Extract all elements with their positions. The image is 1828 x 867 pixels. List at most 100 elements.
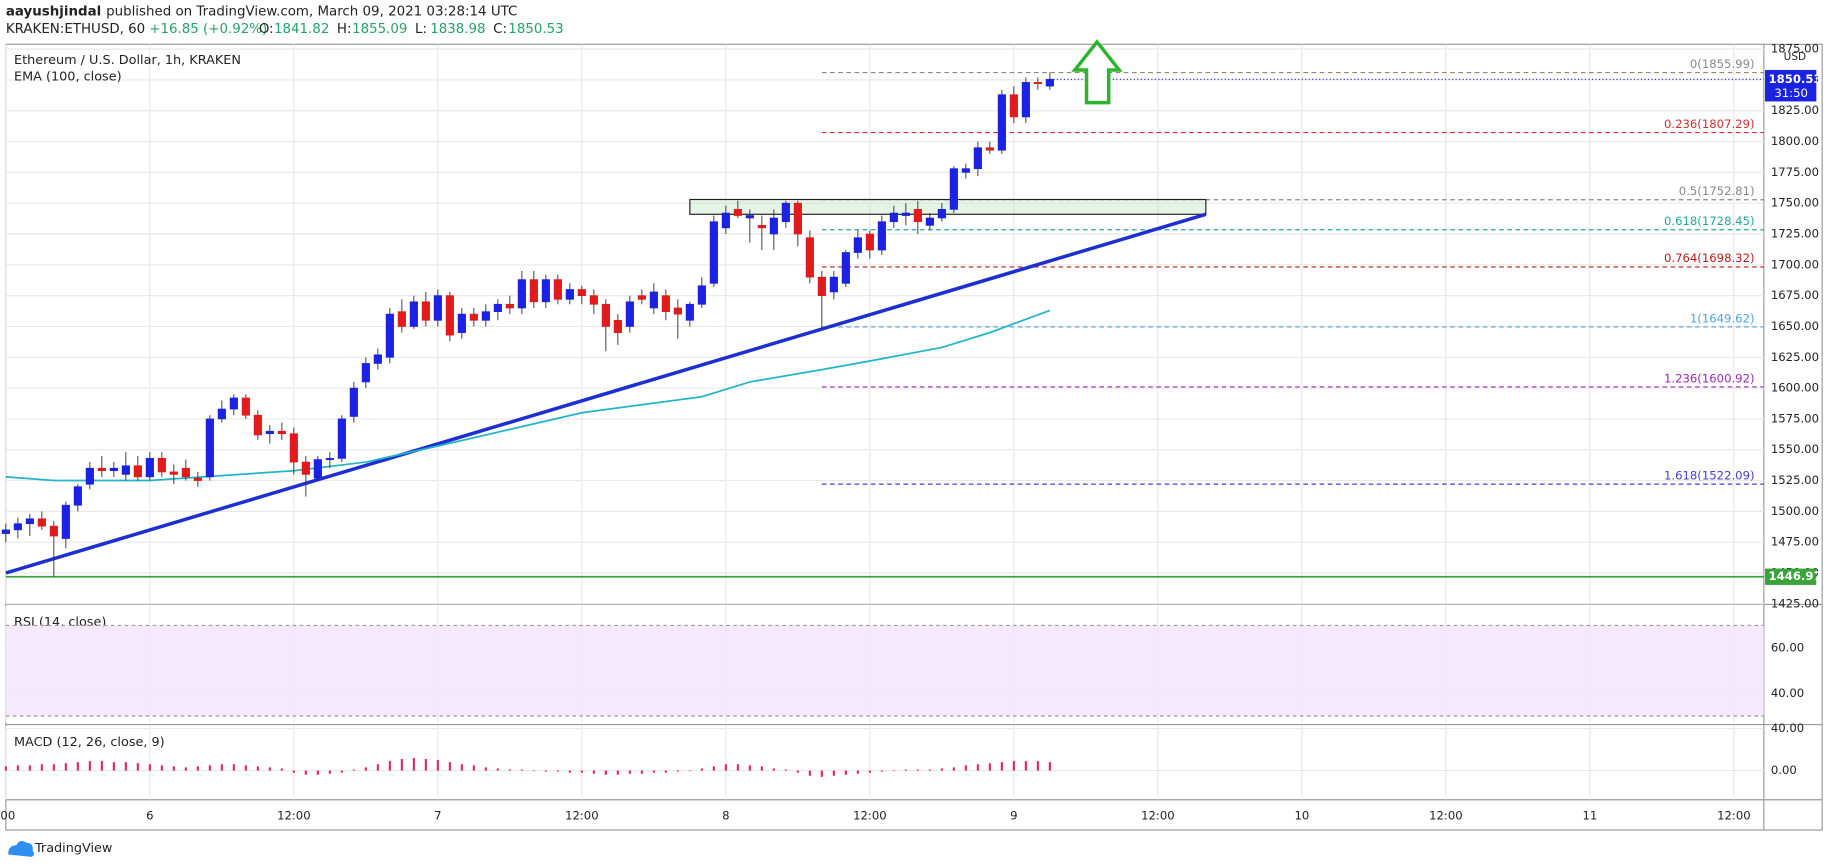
fib-label: 0.618(1728.45) (1664, 214, 1755, 228)
macd-bar (508, 769, 511, 771)
up-arrow (1071, 39, 1123, 105)
support-label: 1446.97 (1769, 569, 1822, 583)
y-tick-label: 1750.00 (1771, 196, 1819, 210)
macd-bar (784, 769, 787, 771)
macd-bar (976, 764, 979, 771)
macd-bar (520, 769, 523, 771)
macd-bar (64, 763, 67, 771)
candle-body (601, 303, 610, 327)
macd-bar (772, 768, 775, 771)
candle-body (109, 467, 118, 472)
ema-line (5, 309, 1051, 482)
fib-label: 0(1855.99) (1690, 57, 1755, 71)
candle-body (241, 397, 250, 416)
macd-bar (868, 770, 871, 773)
macd-bar (1036, 761, 1039, 771)
macd-bar (736, 764, 739, 771)
y-tick-label: 40.00 (1771, 686, 1804, 700)
candle-body (973, 147, 982, 170)
candle-body (421, 301, 430, 321)
macd-bar (328, 770, 331, 774)
macd-bar (484, 767, 487, 771)
candle-body (577, 289, 586, 296)
macd-bar (388, 761, 391, 771)
y-tick-label: 40.00 (1771, 721, 1804, 735)
macd-bar (844, 770, 847, 775)
candle-body (265, 430, 274, 435)
ohlc-label: C: (493, 22, 507, 37)
macd-bar (280, 768, 283, 771)
candle-body (61, 504, 70, 539)
candle-body (853, 237, 862, 253)
macd-bar (1000, 762, 1003, 771)
macd-bar (448, 762, 451, 771)
candle-body (145, 458, 154, 478)
y-tick-label: 1700.00 (1771, 257, 1819, 271)
candle-body (121, 465, 130, 475)
macd-bar (604, 770, 607, 775)
fib-label: 1(1649.62) (1690, 311, 1755, 325)
macd-bar (256, 766, 259, 771)
candle-body (193, 477, 202, 481)
subtitle: EMA (100, close) (14, 69, 122, 84)
candle-body (481, 311, 490, 321)
candle-body (625, 301, 634, 327)
candle-body (349, 387, 358, 417)
macd-bar (952, 767, 955, 771)
x-tick-label: 12:00 (1141, 809, 1175, 823)
ohlc: O: 1841.82 H: 1855.09 L: 1838.98 C: 1850.53 (259, 22, 564, 37)
candle-body (493, 303, 502, 313)
candle-body (1009, 94, 1018, 118)
macd-bar (856, 770, 859, 774)
macd-bar (712, 766, 715, 771)
candle-body (757, 225, 766, 229)
macd-bar (676, 770, 679, 772)
macd-bar (904, 769, 907, 771)
candle-body (73, 486, 82, 506)
candle-body (361, 363, 370, 383)
macd-bar (820, 770, 823, 777)
y-tick-label: 0.00 (1771, 763, 1797, 777)
y-tick-label: 1600.00 (1771, 381, 1819, 395)
candle-body (337, 418, 346, 459)
candle-body (793, 202, 802, 235)
candle-body (937, 209, 946, 219)
candle-body (961, 168, 970, 173)
published: published on TradingView.com, March 09, … (106, 5, 517, 20)
y-tick-label: 1625.00 (1771, 350, 1819, 364)
macd-bar (172, 766, 175, 771)
last-price-label: 1850.53 (1769, 72, 1822, 86)
candle-body (409, 301, 418, 327)
macd-bar (148, 764, 151, 771)
macd-bar (616, 770, 619, 775)
candle-body (637, 295, 646, 300)
macd-bar (220, 764, 223, 771)
y-tick-label: 1425.00 (1771, 596, 1819, 610)
candle-body (289, 433, 298, 463)
candle-body (253, 414, 262, 436)
macd-bar (808, 770, 811, 776)
brand: TradingView (34, 841, 112, 856)
macd-bar (700, 768, 703, 771)
candle-body (877, 221, 886, 251)
brand-logo (8, 841, 35, 857)
candle-body (841, 252, 850, 284)
rsi-band (5, 625, 1764, 717)
ohlc-value: 1838.98 (430, 22, 485, 37)
candle-body (733, 209, 742, 216)
macd-bar (268, 767, 271, 771)
macd-bar (424, 759, 427, 771)
x-tick-label: 9 (1010, 809, 1017, 823)
candle-body (85, 467, 94, 485)
candle-body (181, 467, 190, 478)
fib-label: 1.618(1522.09) (1664, 468, 1755, 482)
candle-body (805, 237, 814, 278)
last-price-tag (1765, 69, 1817, 102)
macd-bar (628, 770, 631, 774)
x-tick-label: 6 (146, 809, 153, 823)
candle-body (277, 430, 286, 435)
candle-body (565, 289, 574, 300)
candle-body (301, 461, 310, 475)
ohlc-label: O: (259, 22, 274, 37)
